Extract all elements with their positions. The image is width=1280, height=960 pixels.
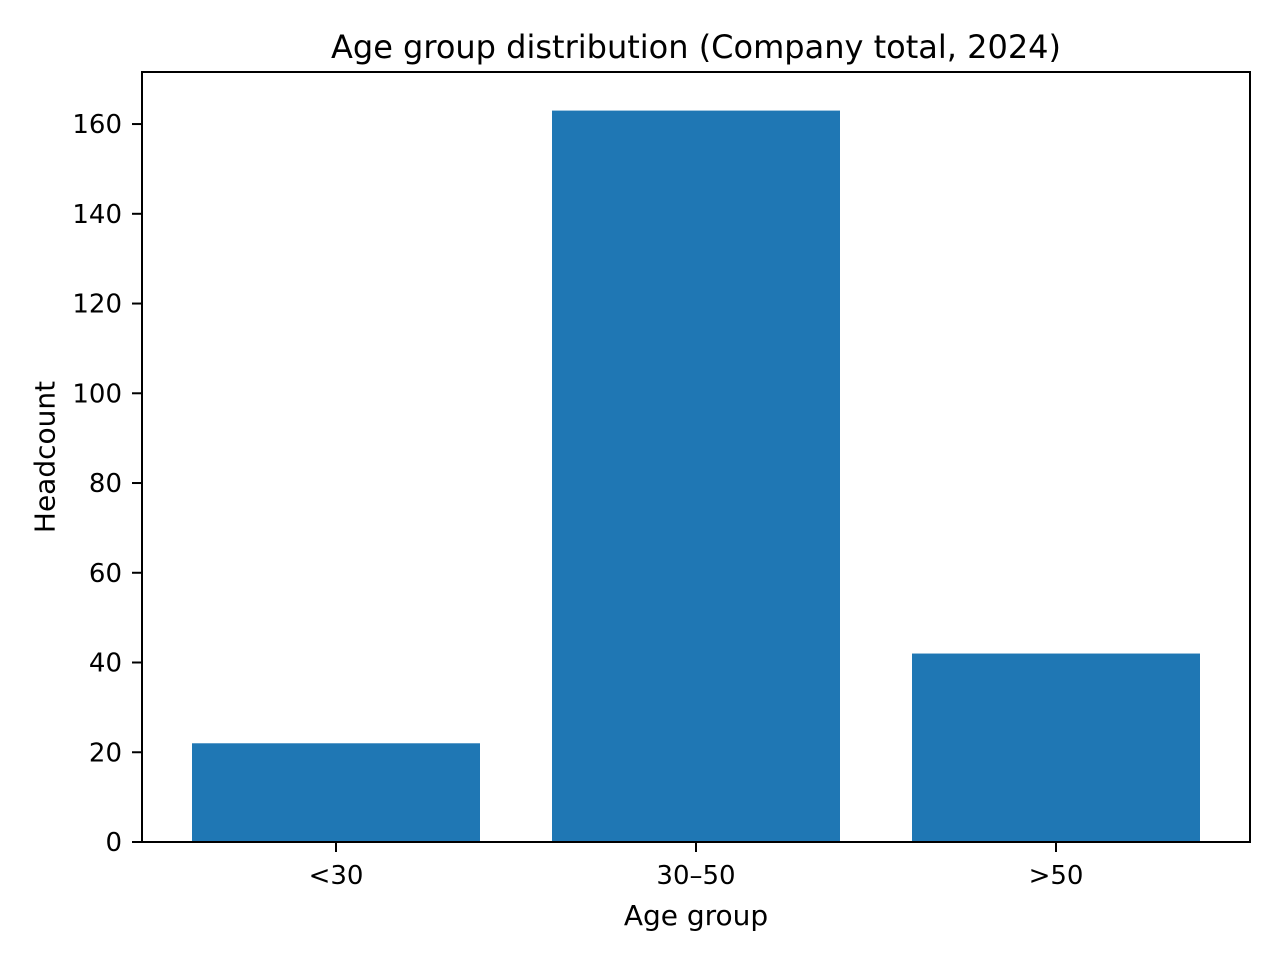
chart-title: Age group distribution (Company total, 2… xyxy=(330,28,1062,66)
bar->50 xyxy=(912,653,1200,842)
y-tick-label: 140 xyxy=(72,200,122,230)
y-tick-label: 160 xyxy=(72,110,122,140)
y-tick-label: 100 xyxy=(72,379,122,409)
y-tick-label: 80 xyxy=(89,469,122,499)
y-tick-label: 60 xyxy=(89,559,122,589)
bar-<30 xyxy=(192,743,480,842)
y-tick-label: 20 xyxy=(89,738,122,768)
x-tick-label: <30 xyxy=(309,861,364,891)
y-tick-label: 0 xyxy=(105,828,122,858)
x-tick-label: 30–50 xyxy=(656,861,735,891)
bar-30–50 xyxy=(552,110,840,843)
y-tick-label: 40 xyxy=(89,649,122,679)
x-axis-label: Age group xyxy=(623,899,769,932)
y-tick-label: 120 xyxy=(72,290,122,320)
x-tick-label: >50 xyxy=(1029,861,1084,891)
